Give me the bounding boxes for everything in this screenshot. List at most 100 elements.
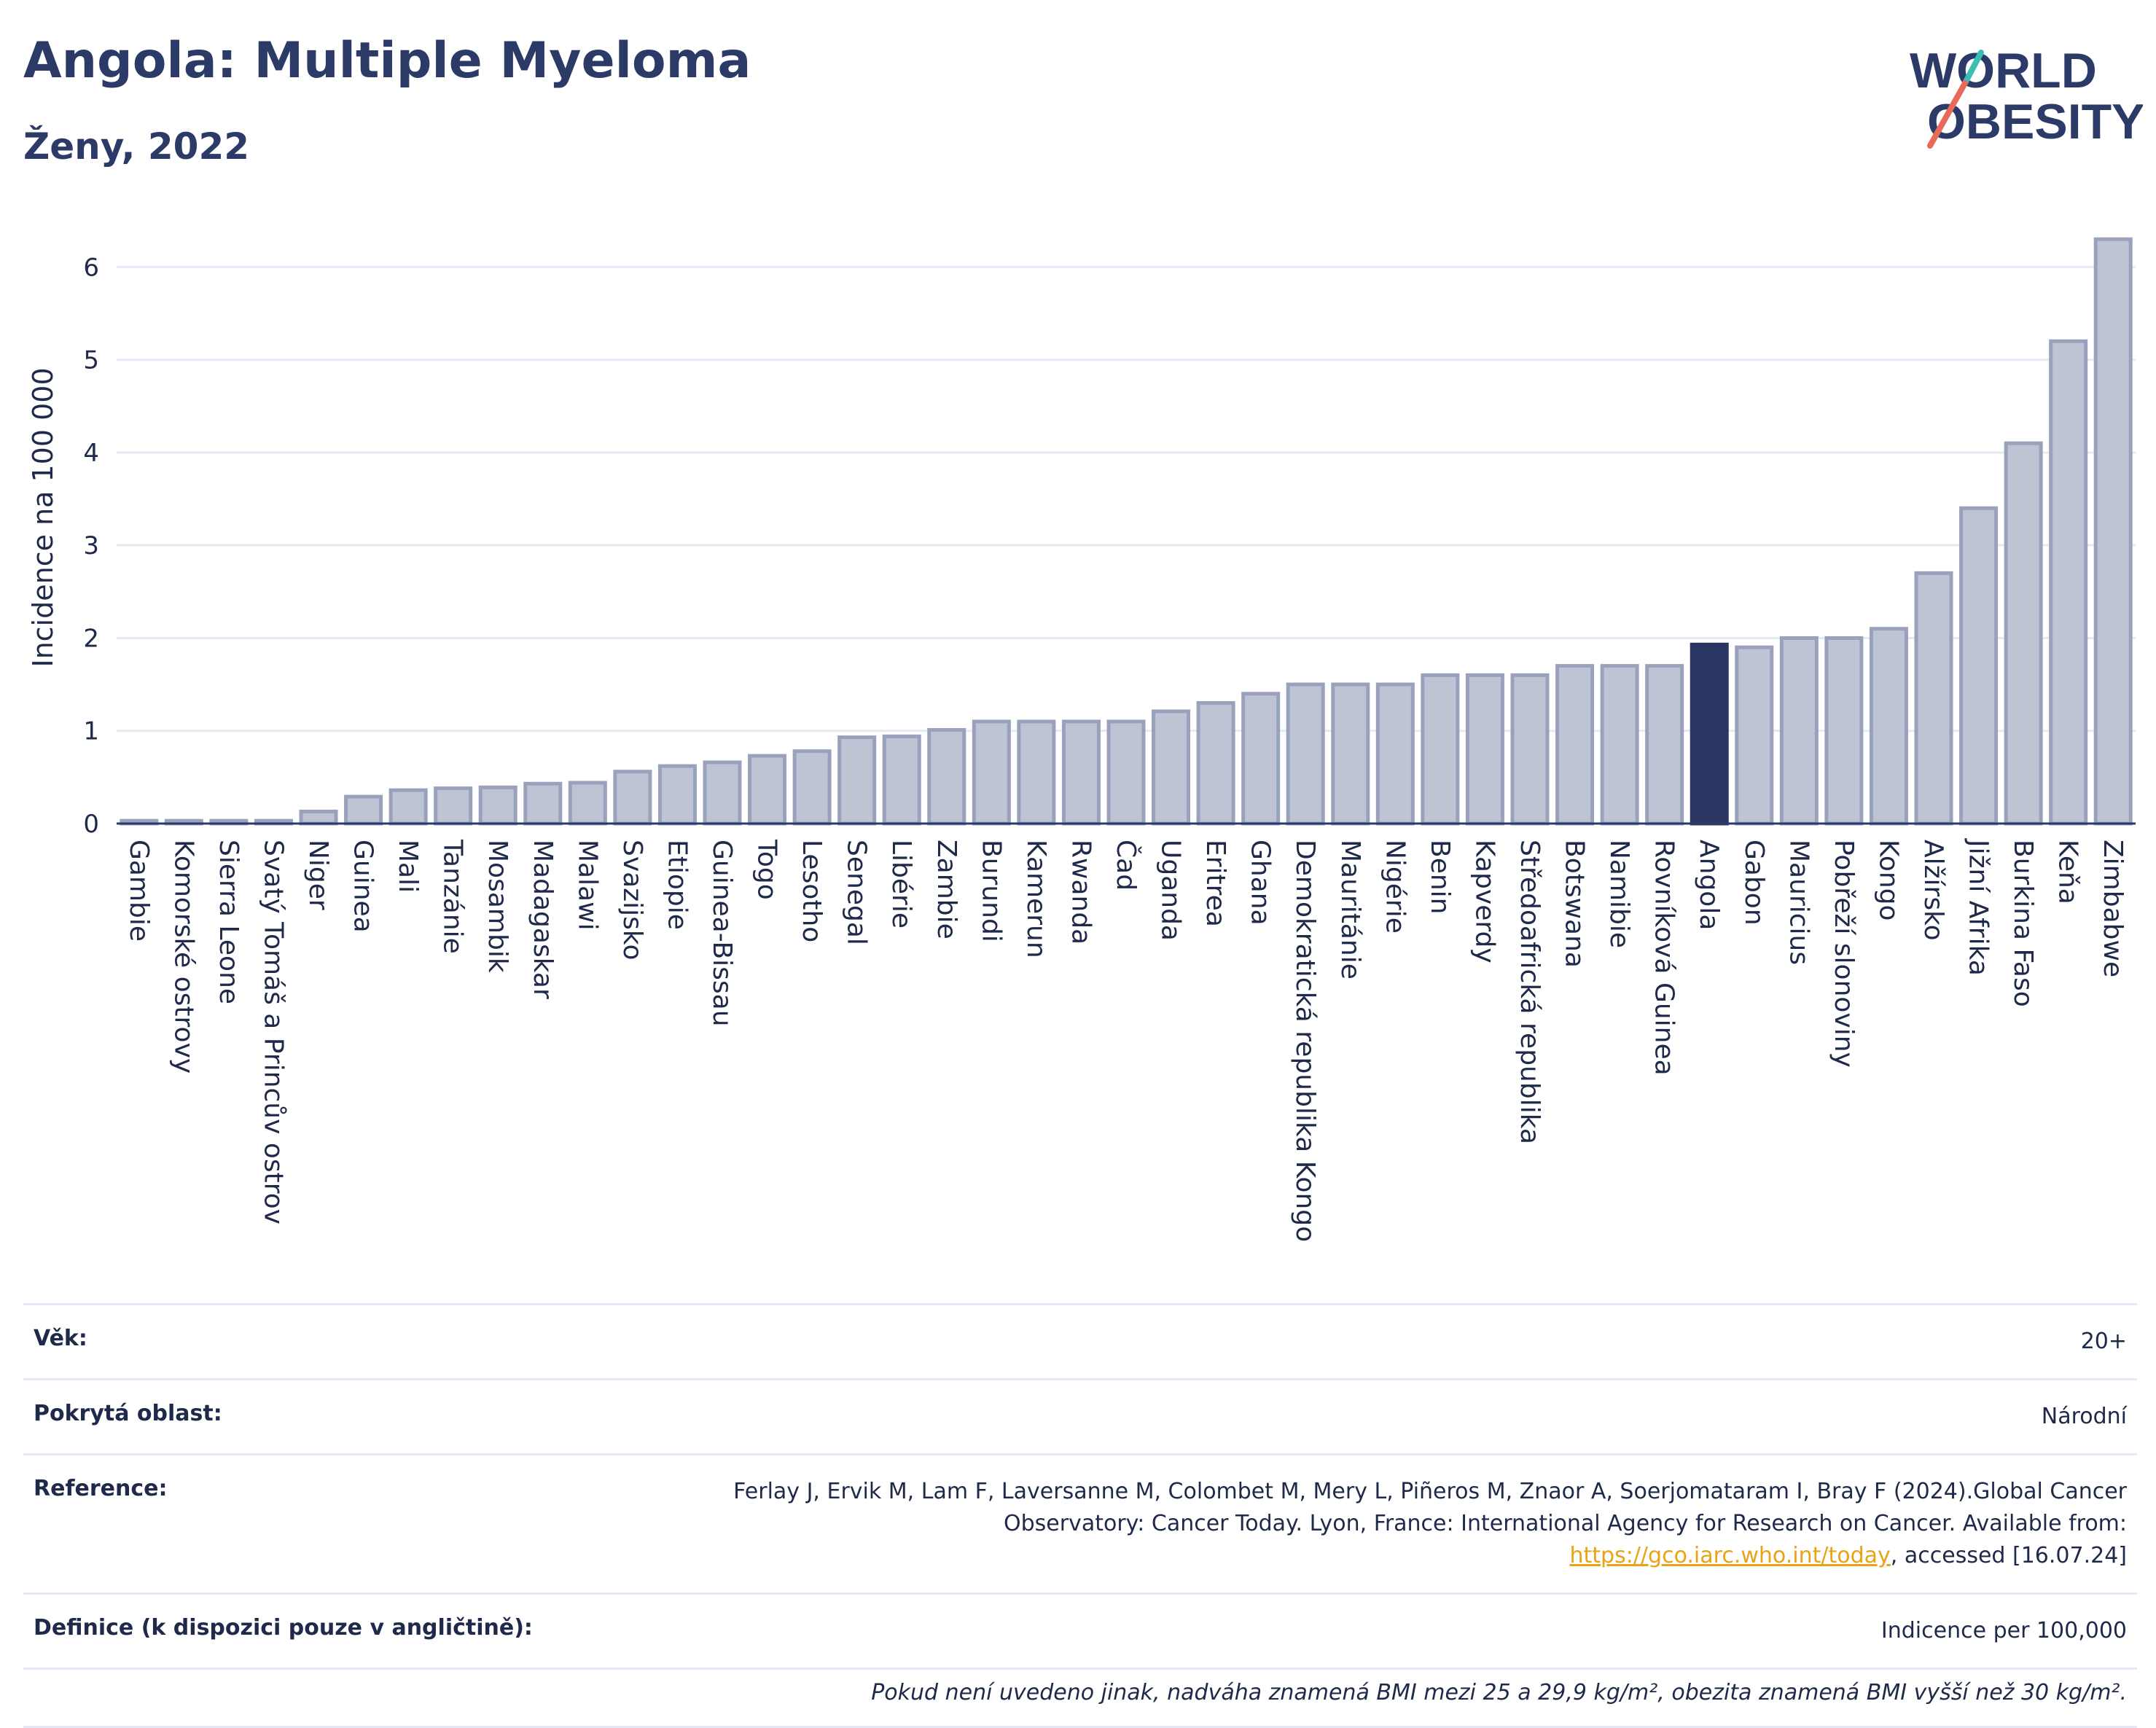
x-tick-label: Kapverdy (1469, 840, 1499, 963)
bar-botswana (1555, 664, 1595, 826)
area-label: Pokrytá oblast: (34, 1401, 222, 1426)
x-tick-label: Keňa (2053, 840, 2083, 904)
y-tick-label: 6 (83, 253, 99, 282)
reference-value: Ferlay J, Ervik M, Lam F, Laversanne M, … (669, 1476, 2127, 1572)
x-tick-label: Demokratická republika Kongo (1290, 840, 1320, 1242)
bar-maurit-nie (1331, 682, 1370, 826)
x-tick-label: Eritrea (1200, 840, 1230, 927)
reference-text: Ferlay J, Ervik M, Lam F, Laversanne M, … (733, 1479, 2127, 1536)
bar--ad (1106, 719, 1146, 826)
x-tick-label: Uganda (1156, 840, 1186, 941)
x-tick-label: Gambie (124, 840, 154, 942)
bar-demokratick-republika-kongo (1286, 682, 1325, 826)
x-tick-label: Nigérie (1380, 840, 1410, 934)
x-tick-label: Zambie (931, 840, 961, 939)
x-tick-label: Ghana (1246, 840, 1276, 926)
age-label: Věk: (34, 1326, 87, 1351)
x-tick-label: Gabon (1739, 840, 1769, 926)
x-tick-label: Burundi (976, 840, 1006, 942)
bar-burundi (972, 719, 1011, 826)
x-tick-label: Čad (1111, 840, 1141, 891)
y-tick-label: 1 (83, 717, 99, 746)
bar-chart: 0 1 2 3 4 5 6 Incidence na 100 000 Gambie Komorsk… (27, 237, 2136, 1242)
x-tick-label: Komorské ostrovy (168, 840, 198, 1074)
bmi-note: Pokud není uvedeno jinak, nadváha znamen… (871, 1680, 2127, 1705)
x-tick-label: Kamerun (1021, 840, 1051, 958)
reference-link[interactable]: https://gco.iarc.who.int/today (1569, 1543, 1891, 1568)
y-axis-label: Incidence na 100 000 (27, 367, 59, 667)
bar-nig-rie (1375, 682, 1415, 826)
x-tick-label: Angola (1694, 840, 1724, 930)
bar-niger (299, 809, 338, 826)
bar-ji-n-afrika (1959, 506, 1999, 826)
info-row-note: Pokud není uvedeno jinak, nadváha znamen… (23, 1668, 2137, 1728)
x-tick-label: Mali (393, 840, 423, 893)
x-tick-label: Svatý Tomáš a Princův ostrov (258, 840, 288, 1224)
bar-gabon (1735, 645, 1774, 826)
x-tick-label: Etiopie (662, 840, 692, 930)
bar-lib-rie (882, 734, 921, 826)
x-tick-label: Libérie (886, 840, 916, 928)
bar-mosambik (478, 785, 517, 826)
bar-zambie (927, 727, 966, 826)
bar-burkina-faso (2004, 441, 2043, 826)
x-tick-label: Lesotho (797, 840, 827, 942)
bar-st-edoafrick-republika (1510, 673, 1550, 826)
bar-namibie (1600, 664, 1639, 826)
x-tick-label: Senegal (842, 840, 872, 945)
chart-title: Angola: Multiple Myeloma (23, 32, 751, 90)
x-tick-label: Togo (752, 839, 782, 900)
x-tick-label: Burkina Faso (2008, 840, 2038, 1007)
x-tick-label: Pobřeží slonoviny (1829, 840, 1859, 1068)
bar-mali (388, 788, 428, 826)
bar-malawi (568, 781, 607, 826)
info-row-definition: Definice (k dispozici pouze v angličtině… (23, 1592, 2137, 1668)
x-tick-label: Botswana (1560, 840, 1590, 968)
bar-uganda (1152, 709, 1191, 826)
x-tick-label: Rovníková Guinea (1649, 840, 1679, 1076)
bar-ghana (1241, 692, 1281, 826)
logo-line2: OBESITY (1927, 94, 2143, 149)
world-obesity-logo: WORLD OBESITY (1910, 43, 2143, 149)
x-tick-label: Benin (1425, 840, 1455, 914)
x-tick-label: Madagaskar (528, 840, 558, 999)
bar-kapverdy (1465, 673, 1504, 826)
definition-label: Definice (k dispozici pouze v angličtině… (34, 1615, 533, 1641)
x-tick-label: Mauricius (1784, 840, 1813, 965)
x-tick-label: Svazijsko (617, 840, 647, 960)
age-value: 20+ (2080, 1329, 2127, 1354)
bar-pob-e-slonoviny (1824, 636, 1864, 826)
bar-eritrea (1196, 701, 1235, 826)
bar-svazijsko (613, 770, 652, 826)
x-tick-label: Středoafrická republika (1515, 840, 1544, 1144)
x-tick-label: Jižní Afrika (1964, 838, 1993, 976)
bar-lesotho (792, 749, 832, 826)
bar-guinea-bissau (703, 760, 742, 826)
reference-after-link: , accessed [16.07.24] (1890, 1543, 2127, 1568)
bar-rwanda (1061, 719, 1101, 826)
bar-guinea (344, 794, 383, 826)
info-row-area: Pokrytá oblast: Národní (23, 1378, 2137, 1453)
info-table: Věk: 20+ Pokrytá oblast: Národní Referen… (23, 1303, 2137, 1728)
x-tick-label: Tanzánie (438, 839, 468, 954)
x-tick-label: Mauritánie (1335, 840, 1365, 980)
bar-togo (748, 754, 787, 826)
area-value: Národní (2041, 1404, 2127, 1429)
y-tick-label: 5 (83, 346, 99, 375)
bar-al-rsko (1914, 571, 1953, 826)
bar-tanz-nie (434, 786, 473, 826)
bar-zimbabwe (2093, 237, 2133, 826)
y-tick-label: 4 (83, 439, 99, 468)
bar-kongo (1869, 627, 1908, 826)
bar-etiopie (657, 764, 697, 826)
x-tick-label: Zimbabwe (2098, 840, 2128, 977)
reference-label: Reference: (34, 1476, 168, 1501)
bar-madagaskar (523, 781, 563, 826)
bar-mauricius (1779, 636, 1819, 826)
bar-kamerun (1017, 719, 1056, 826)
x-tick-label: Guinea (348, 840, 378, 933)
bar-ke-a (2049, 339, 2088, 826)
definition-value: Indicence per 100,000 (1880, 1618, 2127, 1643)
x-tick-label: Guinea-Bissau (707, 840, 737, 1027)
bar-angola (1690, 642, 1729, 826)
